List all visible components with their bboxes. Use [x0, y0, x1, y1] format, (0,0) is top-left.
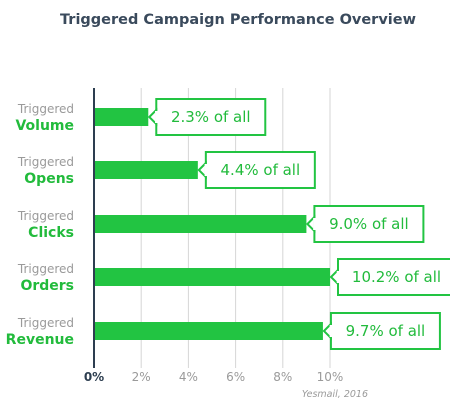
data-label-box [204, 151, 316, 189]
data-labels: 2.3% of all 4.4% of all 9.0% of all 10.2% o… [147, 98, 450, 350]
data-label: 10.2% of all [352, 268, 441, 286]
data-label: 4.4% of all [221, 161, 301, 179]
data-label-box [329, 312, 441, 350]
source-note: Yesmail, 2016 [301, 389, 368, 400]
category-label: Volume [15, 118, 74, 134]
data-label: 2.3% of all [171, 108, 251, 126]
category-labels: Triggered Volume Triggered Opens Triggered Cl… [6, 102, 74, 348]
data-label-box [337, 258, 450, 296]
bar-opens [94, 161, 198, 179]
bar-orders [94, 268, 330, 286]
category-label-prefix: Triggered [17, 262, 74, 276]
data-label: 9.7% of all [346, 322, 426, 340]
x-tick-label: 10% [317, 370, 344, 384]
bar-volume [94, 108, 149, 126]
data-label: 9.0% of all [329, 215, 409, 233]
category-label: Orders [20, 278, 74, 294]
category-label: Revenue [6, 332, 74, 348]
x-tick-label: 6% [226, 370, 245, 384]
bars [94, 108, 330, 340]
category-label-prefix: Triggered [17, 209, 74, 223]
bar-clicks [94, 215, 307, 233]
data-label-box [313, 205, 425, 243]
x-tick-label: 0% [84, 370, 104, 384]
x-tick-label: 2% [132, 370, 151, 384]
chart-title: Triggered Campaign Performance Overview [60, 12, 416, 28]
x-tick-labels: 0% 2% 4% 6% 8% 10% [84, 370, 344, 384]
category-label: Clicks [28, 225, 74, 241]
bar-revenue [94, 322, 323, 340]
category-label-prefix: Triggered [17, 102, 74, 116]
category-label-prefix: Triggered [17, 316, 74, 330]
category-label: Opens [24, 171, 74, 187]
category-label-prefix: Triggered [17, 155, 74, 169]
x-tick-label: 4% [179, 370, 198, 384]
x-tick-label: 8% [273, 370, 292, 384]
